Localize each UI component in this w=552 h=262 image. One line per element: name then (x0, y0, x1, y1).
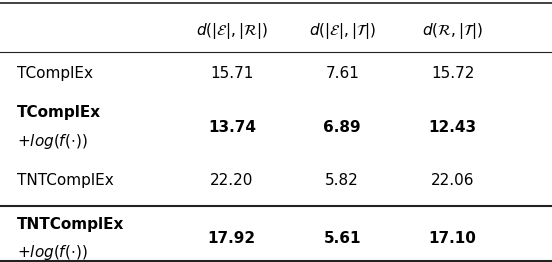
Text: TNTComplEx: TNTComplEx (17, 216, 124, 232)
Text: 15.72: 15.72 (431, 66, 474, 81)
Text: $+log(f(\cdot))$: $+log(f(\cdot))$ (17, 243, 87, 262)
Text: 13.74: 13.74 (208, 119, 256, 135)
Text: 6.89: 6.89 (323, 119, 361, 135)
Text: TNTComplEx: TNTComplEx (17, 173, 113, 188)
Text: 22.06: 22.06 (431, 173, 474, 188)
Text: $d(|\mathcal{E}|,|\mathcal{T}|)$: $d(|\mathcal{E}|,|\mathcal{T}|)$ (309, 21, 375, 41)
Text: 17.10: 17.10 (429, 231, 476, 246)
Text: $+log(f(\cdot))$: $+log(f(\cdot))$ (17, 132, 87, 151)
Text: TComplEx: TComplEx (17, 105, 100, 120)
Text: $d(|\mathcal{E}|,|\mathcal{R}|)$: $d(|\mathcal{E}|,|\mathcal{R}|)$ (196, 21, 268, 41)
Text: $d(\mathcal{R},|\mathcal{T}|)$: $d(\mathcal{R},|\mathcal{T}|)$ (422, 21, 483, 41)
Text: 5.61: 5.61 (323, 231, 361, 246)
Text: TComplEx: TComplEx (17, 66, 93, 81)
Text: 17.92: 17.92 (208, 231, 256, 246)
Text: 15.71: 15.71 (210, 66, 253, 81)
Text: 5.82: 5.82 (325, 173, 359, 188)
Text: 22.20: 22.20 (210, 173, 253, 188)
Text: 12.43: 12.43 (428, 119, 477, 135)
Text: 7.61: 7.61 (325, 66, 359, 81)
